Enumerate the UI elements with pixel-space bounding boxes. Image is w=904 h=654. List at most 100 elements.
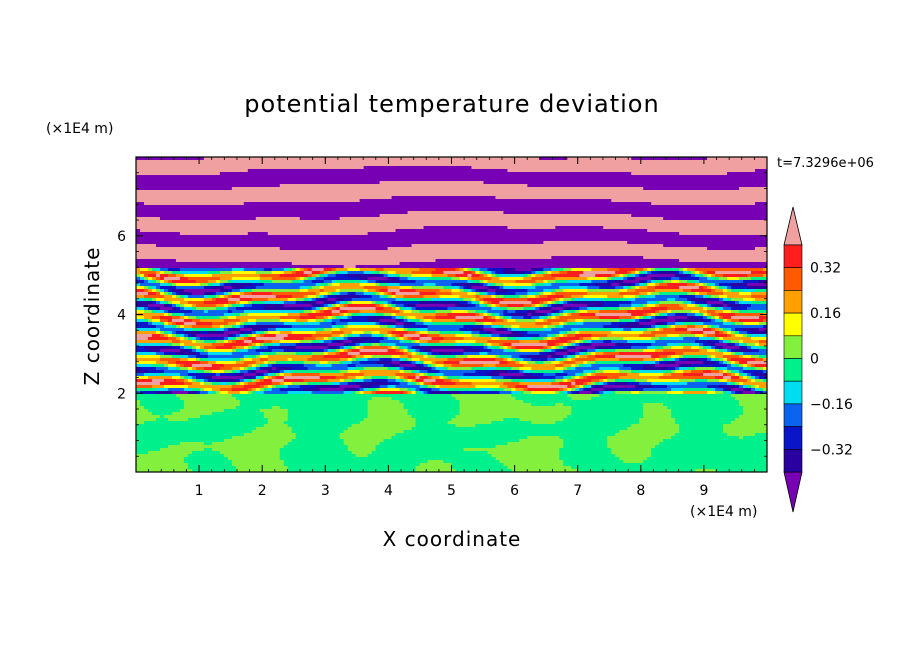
heatmap-cell: [723, 172, 728, 176]
heatmap-cell: [247, 181, 253, 185]
heatmap-cell: [711, 157, 716, 161]
heatmap-cell: [471, 166, 477, 170]
heatmap-cell: [555, 169, 560, 173]
heatmap-cell: [195, 172, 201, 176]
heatmap-cell: [667, 166, 672, 170]
heatmap-cell: [451, 181, 457, 185]
heatmap-cell: [555, 178, 560, 182]
heatmap-cell: [479, 169, 485, 173]
heatmap-cell: [143, 166, 149, 170]
heatmap-cell: [235, 163, 241, 167]
heatmap-cell: [615, 163, 620, 167]
heatmap-cell: [203, 157, 209, 161]
heatmap-cell: [627, 169, 632, 173]
heatmap-cell: [707, 163, 712, 167]
heatmap-cell: [639, 178, 644, 182]
heatmap-cell: [587, 160, 592, 164]
heatmap-cell: [607, 178, 612, 182]
heatmap-cell: [651, 169, 656, 173]
heatmap-cell: [339, 181, 345, 185]
heatmap-cell: [203, 184, 209, 188]
heatmap-cell: [659, 181, 664, 185]
heatmap-cell: [291, 181, 297, 185]
heatmap-cell: [703, 175, 708, 179]
heatmap-cell: [651, 166, 656, 170]
heatmap-cell: [239, 181, 245, 185]
heatmap-cell: [443, 169, 449, 173]
heatmap-cell: [427, 157, 433, 161]
heatmap-cell: [699, 157, 704, 161]
heatmap-cell: [763, 169, 767, 173]
heatmap-cell: [275, 160, 281, 164]
heatmap-cell: [531, 160, 536, 164]
heatmap-cell: [479, 172, 485, 176]
heatmap-cell: [427, 181, 433, 185]
heatmap-cell: [455, 181, 461, 185]
heatmap-cell: [435, 181, 441, 185]
heatmap-cell: [379, 172, 385, 176]
heatmap-cell: [451, 172, 457, 176]
heatmap-cell: [595, 172, 600, 176]
heatmap-cell: [243, 163, 249, 167]
heatmap-cell: [387, 178, 393, 182]
heatmap-cell: [519, 157, 524, 161]
heatmap-cell: [547, 172, 552, 176]
heatmap-cell: [587, 169, 592, 173]
heatmap-cell: [239, 178, 245, 182]
heatmap-cell: [655, 157, 660, 161]
heatmap-cell: [623, 157, 628, 161]
heatmap-cell: [475, 169, 481, 173]
heatmap-cell: [159, 172, 165, 176]
heatmap-cell: [283, 178, 289, 182]
heatmap-cell: [283, 172, 289, 176]
heatmap-cell: [367, 166, 373, 170]
heatmap-cell: [759, 163, 764, 167]
heatmap-cell: [559, 175, 564, 179]
heatmap-cell: [759, 166, 764, 170]
heatmap-cell: [627, 178, 632, 182]
heatmap-cell: [515, 181, 520, 185]
heatmap-cell: [439, 160, 445, 164]
heatmap-cell: [539, 178, 544, 182]
heatmap-cell: [335, 166, 341, 170]
heatmap-cell: [691, 166, 696, 170]
heatmap-cell: [499, 181, 505, 185]
heatmap-cell: [579, 166, 584, 170]
heatmap-cell: [163, 160, 169, 164]
heatmap-cell: [743, 163, 748, 167]
heatmap-cell: [339, 157, 345, 161]
heatmap-cell: [531, 178, 536, 182]
heatmap-cell: [571, 175, 576, 179]
heatmap-cell: [651, 178, 656, 182]
heatmap-cell: [471, 181, 477, 185]
heatmap-cell: [139, 184, 145, 188]
heatmap-cell: [143, 172, 149, 176]
heatmap-cell: [743, 178, 748, 182]
heatmap-cell: [235, 160, 241, 164]
heatmap-cell: [431, 160, 437, 164]
heatmap-cell: [435, 157, 441, 161]
heatmap-cell: [543, 169, 548, 173]
heatmap-cell: [215, 178, 221, 182]
heatmap-cell: [219, 169, 225, 173]
heatmap-cell: [635, 160, 640, 164]
heatmap-cell: [499, 175, 505, 179]
heatmap-cell: [727, 175, 732, 179]
heatmap-cell: [163, 169, 169, 173]
heatmap-cell: [327, 160, 333, 164]
heatmap-cell: [671, 163, 676, 167]
heatmap-cell: [491, 166, 497, 170]
heatmap-cell: [347, 160, 353, 164]
heatmap-cell: [303, 166, 309, 170]
heatmap-cell: [511, 172, 516, 176]
heatmap-cell: [707, 181, 712, 185]
heatmap-cell: [579, 160, 584, 164]
heatmap-cell: [467, 178, 473, 182]
heatmap-cell: [219, 163, 225, 167]
heatmap-cell: [175, 178, 181, 182]
heatmap-cell: [523, 166, 528, 170]
heatmap-cell: [423, 166, 429, 170]
heatmap-cell: [231, 181, 237, 185]
heatmap-cell: [267, 184, 273, 188]
heatmap-cell: [331, 172, 337, 176]
